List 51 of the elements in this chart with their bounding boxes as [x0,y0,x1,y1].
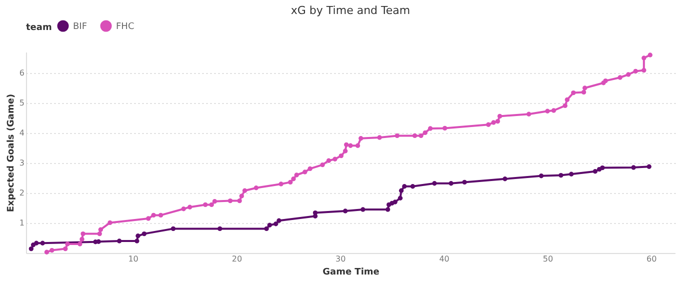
x-tick-label: 30 [336,254,346,264]
point [646,164,652,169]
point [342,208,348,214]
point [392,200,398,204]
y-tick-label: 3 [19,158,24,168]
point [96,239,101,244]
point [398,196,403,200]
point [170,226,176,232]
point [432,181,437,186]
legend-title: team [26,23,52,33]
x-tick-label: 10 [128,254,138,264]
point [40,240,45,246]
point [116,238,122,244]
point [34,240,39,246]
point [274,222,278,226]
point [592,169,598,174]
point [558,172,564,178]
point [134,238,140,244]
point [398,188,404,193]
x-tick-label: 40 [439,254,450,264]
x-axis-title: Game Time [322,268,380,278]
y-tick-label: 2 [19,188,24,198]
x-tick-label: 50 [542,254,554,264]
x-tick-label: 20 [232,254,242,264]
point [385,207,390,212]
y-axis-title: Expected Goals (Game) [6,94,16,212]
point [600,165,605,170]
point [267,222,272,228]
chart-title: xG by Time and Team [290,4,410,17]
point [142,231,147,236]
legend-label: FHC [116,22,134,32]
y-tick-label: 5 [19,98,24,108]
point [502,176,508,182]
x-tick-label: 60 [646,254,657,264]
point [568,172,574,176]
point [538,174,544,178]
point [28,246,34,252]
point [631,165,636,170]
legend-label: BIF [73,22,88,32]
point [136,234,140,238]
y-tick-label: 1 [19,218,24,228]
point [462,180,467,185]
point [276,218,282,223]
point [218,226,222,232]
point [410,184,416,189]
y-tick-label: 6 [19,68,24,78]
point [264,226,269,232]
point [402,184,407,189]
point [360,207,366,212]
y-tick-label: 4 [19,128,24,138]
point [448,181,454,186]
